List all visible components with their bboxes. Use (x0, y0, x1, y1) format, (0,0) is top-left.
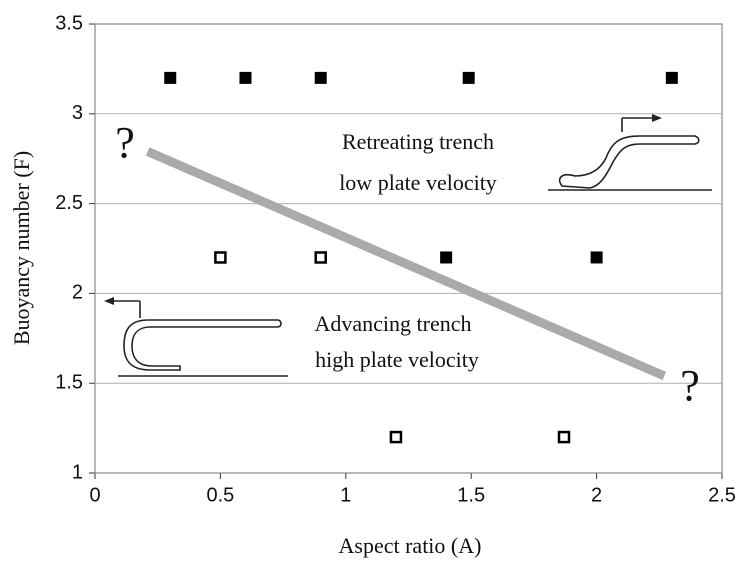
filled-square-point (590, 251, 603, 264)
annotation: high plate velocity (315, 347, 479, 372)
annotation: ? (115, 118, 135, 167)
x-axis-label: Aspect ratio (A) (339, 533, 482, 558)
x-tick-label: 2.5 (708, 484, 736, 506)
y-tick-label: 2 (72, 282, 83, 304)
y-tick-label: 2.5 (55, 192, 83, 214)
filled-square-point (440, 251, 453, 264)
x-tick-label: 0.5 (206, 484, 234, 506)
x-tick-label: 0 (89, 484, 100, 506)
y-tick-label: 1 (72, 461, 83, 483)
filled-square-point (665, 71, 678, 84)
open-square-point (314, 251, 327, 264)
annotation: Retreating trench (342, 129, 494, 154)
annotation: Advancing trench (315, 311, 472, 336)
x-tick-label: 1 (340, 484, 351, 506)
advancing-schematic (104, 297, 288, 377)
retreating-schematic (548, 114, 712, 191)
y-tick-label: 3.5 (55, 12, 83, 34)
annotation: low plate velocity (339, 170, 497, 195)
y-axis-label: Buoyancy number (F) (9, 151, 34, 345)
open-square-point (389, 430, 403, 444)
plot-frame (94, 23, 723, 474)
open-square-point (557, 430, 571, 444)
annotation: ? (680, 361, 700, 410)
filled-square-point (164, 71, 177, 84)
filled-square-point (314, 71, 327, 84)
x-tick-label: 1.5 (457, 484, 485, 506)
y-tick-label: 1.5 (55, 371, 83, 393)
trend-line (145, 147, 667, 381)
x-tick-label: 2 (591, 484, 602, 506)
y-tick-label: 3 (72, 102, 83, 124)
filled-square-point (462, 71, 475, 84)
open-square-point (214, 251, 227, 264)
filled-square-point (239, 71, 252, 84)
